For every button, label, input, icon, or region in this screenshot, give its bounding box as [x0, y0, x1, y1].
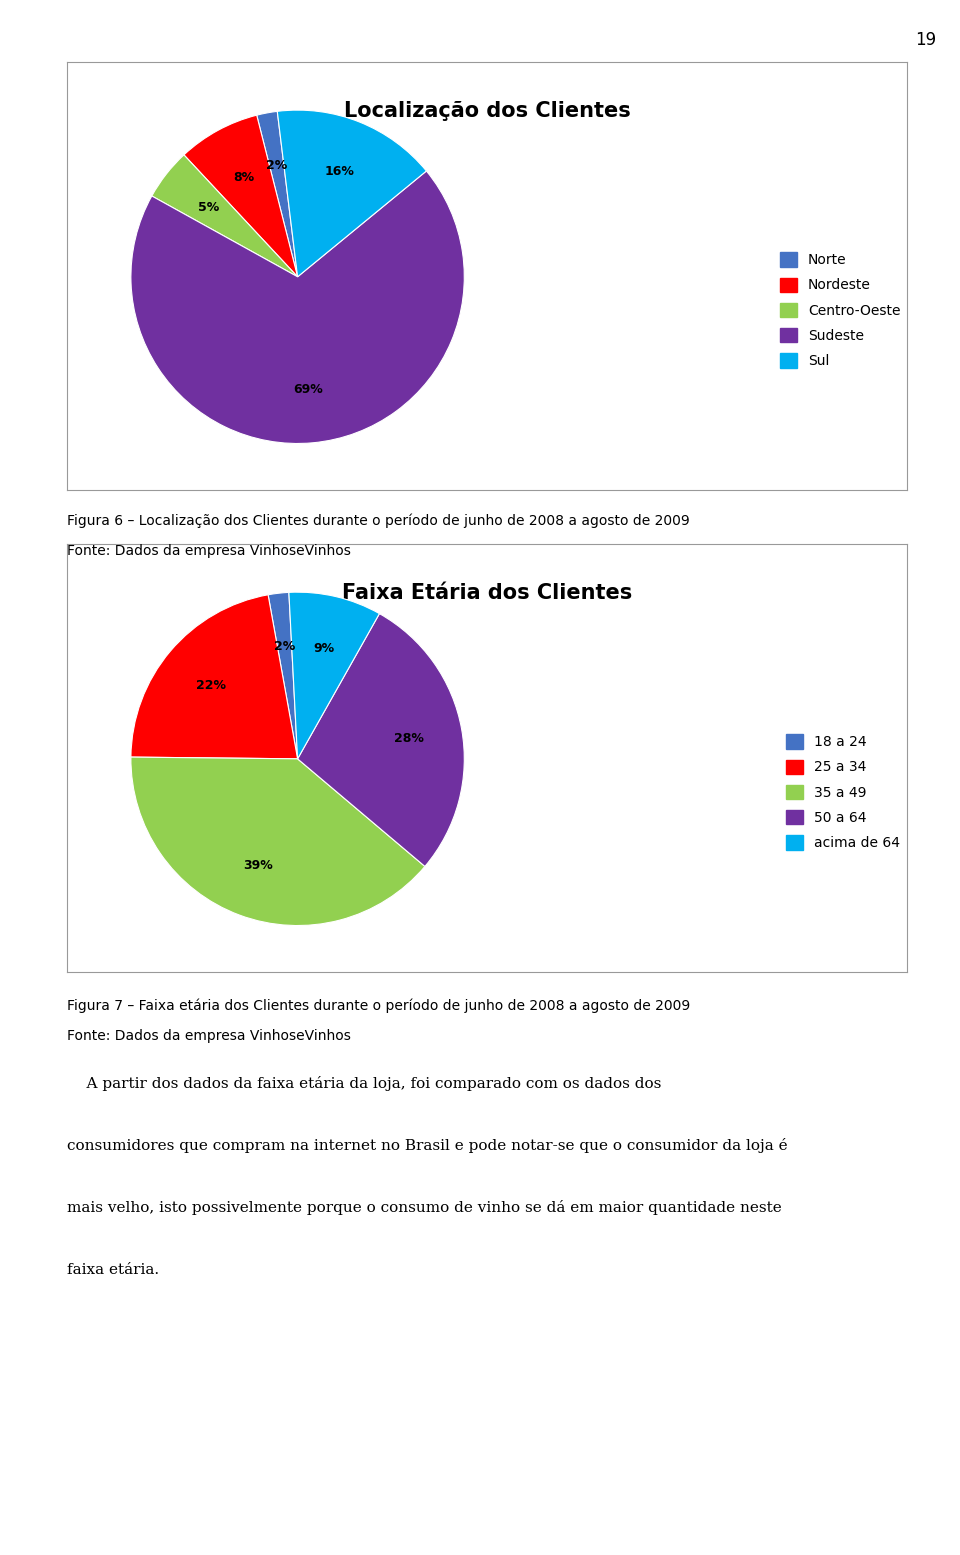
- Text: Figura 6 – Localização dos Clientes durante o período de junho de 2008 a agosto : Figura 6 – Localização dos Clientes dura…: [67, 513, 690, 527]
- Text: Fonte: Dados da empresa VinhoseVinhos: Fonte: Dados da empresa VinhoseVinhos: [67, 544, 351, 558]
- Text: 2%: 2%: [266, 159, 287, 173]
- Wedge shape: [268, 592, 298, 759]
- Legend: Norte, Nordeste, Centro-Oeste, Sudeste, Sul: Norte, Nordeste, Centro-Oeste, Sudeste, …: [780, 252, 900, 369]
- Text: Localização dos Clientes: Localização dos Clientes: [344, 101, 631, 121]
- Text: 22%: 22%: [196, 680, 226, 692]
- Wedge shape: [289, 592, 379, 759]
- Text: mais velho, isto possivelmente porque o consumo de vinho se dá em maior quantida: mais velho, isto possivelmente porque o …: [67, 1200, 782, 1216]
- Text: Fonte: Dados da empresa VinhoseVinhos: Fonte: Dados da empresa VinhoseVinhos: [67, 1029, 351, 1043]
- Text: 2%: 2%: [274, 639, 295, 653]
- Wedge shape: [131, 171, 465, 443]
- Text: 8%: 8%: [232, 171, 253, 183]
- Text: 16%: 16%: [324, 165, 354, 177]
- Text: 39%: 39%: [243, 858, 273, 872]
- Text: consumidores que compram na internet no Brasil e pode notar-se que o consumidor : consumidores que compram na internet no …: [67, 1138, 788, 1154]
- Text: 69%: 69%: [293, 383, 323, 397]
- Text: A partir dos dados da faixa etária da loja, foi comparado com os dados dos: A partir dos dados da faixa etária da lo…: [67, 1076, 661, 1092]
- Wedge shape: [298, 614, 465, 866]
- Wedge shape: [184, 115, 298, 277]
- Wedge shape: [152, 156, 298, 277]
- Text: Figura 7 – Faixa etária dos Clientes durante o período de junho de 2008 a agosto: Figura 7 – Faixa etária dos Clientes dur…: [67, 998, 690, 1012]
- Wedge shape: [131, 594, 298, 759]
- Wedge shape: [256, 112, 298, 277]
- Text: 19: 19: [915, 31, 936, 50]
- Text: Faixa Etária dos Clientes: Faixa Etária dos Clientes: [342, 583, 633, 603]
- Text: 9%: 9%: [313, 642, 334, 655]
- Text: 5%: 5%: [198, 201, 219, 213]
- Wedge shape: [131, 757, 425, 925]
- Text: faixa etária.: faixa etária.: [67, 1263, 159, 1277]
- Text: 28%: 28%: [395, 732, 424, 745]
- Wedge shape: [277, 110, 426, 277]
- Legend: 18 a 24, 25 a 34, 35 a 49, 50 a 64, acima de 64: 18 a 24, 25 a 34, 35 a 49, 50 a 64, acim…: [786, 734, 900, 851]
